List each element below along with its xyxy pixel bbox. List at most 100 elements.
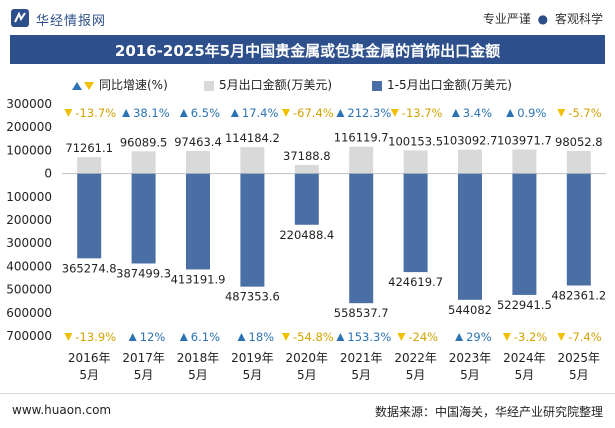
y-tick-label: 500000 [6, 283, 52, 297]
x-tick-label-year: 2024年 [503, 351, 546, 365]
x-tick-label-year: 2020年 [286, 351, 329, 365]
chart-title: 2016-2025年5月中国贵金属或包贵金属的首饰出口金额 [114, 42, 501, 60]
monthly-growth-label: 6.5% [191, 106, 220, 120]
cumulative-growth-label: 18% [249, 330, 275, 344]
monthly-growth-label: 38.1% [133, 106, 170, 120]
cumulative-growth-label: 29% [466, 330, 492, 344]
legend-cumulative-swatch [372, 80, 382, 91]
x-tick-label-year: 2019年 [231, 351, 274, 365]
cumulative-growth-label: 153.3% [347, 330, 391, 344]
legend-cumulative: 1-5月出口金额(万美元) [372, 76, 512, 93]
cumulative-bar [566, 173, 591, 286]
up-arrow-icon [336, 333, 345, 341]
monthly-growth-label: 3.4% [463, 106, 492, 120]
title-bar: 2016-2025年5月中国贵金属或包贵金属的首饰出口金额 [10, 35, 605, 64]
down-arrow-icon [390, 109, 399, 117]
legend-monthly-swatch [204, 80, 214, 91]
monthly-value-label: 96089.5 [120, 135, 168, 149]
y-tick-label: 700000 [6, 329, 52, 343]
x-tick-label-year: 2022年 [394, 351, 437, 365]
monthly-growth-label: 0.9% [517, 106, 546, 120]
cumulative-growth-label: 6.1% [191, 330, 220, 344]
cumulative-value-label: 220488.4 [279, 228, 334, 242]
monthly-value-label: 100153.5 [388, 134, 443, 148]
monthly-bar [240, 147, 265, 174]
x-tick-label-month: 5月 [351, 368, 371, 382]
monthly-growth-label: -13.7% [75, 106, 116, 120]
monthly-value-label: 71261.1 [65, 141, 113, 155]
cumulative-growth-label: -54.8% [293, 330, 334, 344]
x-tick-label-year: 2016年 [68, 351, 111, 365]
monthly-growth-label: 212.3% [347, 106, 391, 120]
legend-monthly-label: 5月出口金额(万美元) [219, 78, 332, 92]
down-arrow-icon [84, 81, 94, 90]
y-tick-label: 0 [44, 167, 52, 181]
up-arrow-icon [506, 109, 515, 117]
x-tick-label-month: 5月 [79, 368, 99, 382]
brand-name[interactable]: 华经情报网 [36, 14, 107, 29]
top-bar: 华经情报网 专业严谨 ● 客观科学 [0, 0, 615, 36]
cumulative-bar [458, 173, 482, 300]
y-tick-label: 300000 [6, 97, 52, 111]
y-tick-label: 200000 [6, 120, 52, 134]
brand-logo-icon[interactable] [10, 8, 30, 28]
down-arrow-icon [64, 333, 73, 341]
cumulative-bar [512, 173, 537, 295]
monthly-bar [512, 149, 537, 174]
cumulative-growth-label: -3.2% [514, 330, 547, 344]
monthly-bar [131, 151, 156, 174]
up-arrow-icon [336, 109, 345, 117]
down-arrow-icon [64, 109, 73, 117]
monthly-bar [186, 150, 210, 174]
monthly-value-label: 37188.8 [283, 149, 331, 163]
cumulative-growth-label: -13.9% [75, 330, 116, 344]
x-tick-label-year: 2021年 [340, 351, 383, 365]
x-tick-label-year: 2018年 [177, 351, 220, 365]
down-arrow-icon [282, 333, 290, 341]
x-tick-label-month: 5月 [515, 368, 535, 382]
cumulative-value-label: 387499.3 [116, 266, 171, 280]
monthly-bar [294, 164, 319, 174]
cumulative-bar [349, 173, 374, 304]
up-arrow-icon [237, 333, 246, 341]
down-arrow-icon [557, 333, 566, 341]
x-tick-label-month: 5月 [569, 368, 589, 382]
monthly-value-label: 97463.4 [174, 135, 222, 149]
monthly-growth-label: -67.4% [293, 106, 334, 120]
monthly-bar [77, 157, 102, 174]
monthly-bar [403, 150, 428, 174]
monthly-value-label: 103092.7 [443, 134, 498, 148]
cumulative-value-label: 365274.8 [62, 261, 117, 275]
cumulative-value-label: 522941.5 [497, 298, 552, 312]
monthly-bar [349, 146, 374, 174]
monthly-value-label: 116119.7 [334, 131, 389, 145]
monthly-value-label: 114184.2 [225, 131, 280, 145]
footer: www.huaon.com 数据来源：中国海关，华经产业研究院整理 [0, 393, 615, 428]
slogan: 专业严谨 ● 客观科学 [483, 10, 603, 27]
up-arrow-icon [179, 109, 188, 117]
chart-legend: 同比增速(%) 5月出口金额(万美元) 1-5月出口金额(万美元) [0, 73, 615, 95]
x-tick-label-month: 5月 [297, 368, 317, 382]
y-tick-label: 300000 [6, 236, 52, 250]
monthly-growth-label: -13.7% [402, 106, 443, 120]
up-arrow-icon [179, 333, 188, 341]
cumulative-value-label: 487353.6 [225, 290, 280, 304]
x-tick-label-month: 5月 [460, 368, 480, 382]
y-tick-label: 100000 [6, 143, 52, 157]
legend-yoy: 同比增速(%) [72, 76, 168, 93]
monthly-growth-label: 17.4% [242, 106, 279, 120]
slogan-right: 客观科学 [554, 12, 603, 26]
x-tick-label-month: 5月 [188, 368, 208, 382]
monthly-bar [458, 149, 482, 174]
up-arrow-icon [455, 333, 464, 341]
monthly-value-label: 98052.8 [555, 135, 603, 149]
legend-yoy-label: 同比增速(%) [99, 78, 168, 92]
cumulative-bar [77, 173, 102, 259]
x-tick-label-year: 2025年 [558, 351, 601, 365]
cumulative-value-label: 558537.7 [334, 306, 389, 320]
up-arrow-icon [122, 109, 131, 117]
site-url-link[interactable]: www.huaon.com [12, 403, 112, 417]
x-tick-label-month: 5月 [134, 368, 154, 382]
